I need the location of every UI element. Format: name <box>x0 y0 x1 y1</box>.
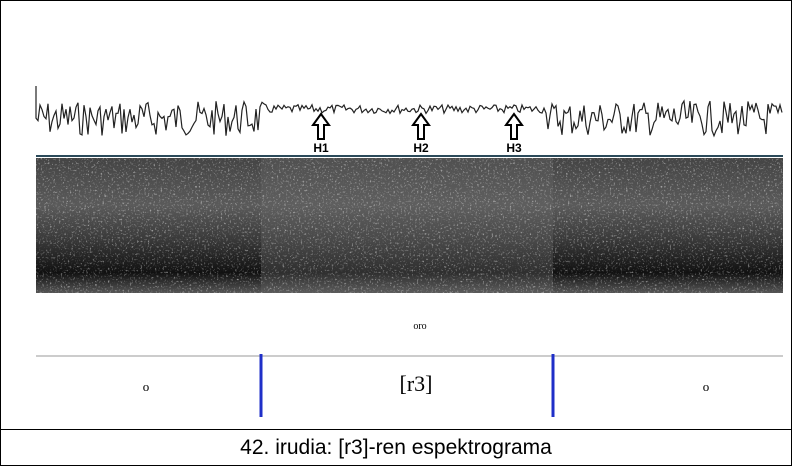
arrow-label: H3 <box>506 141 522 155</box>
caption: 42. irudia: [r3]-ren espektrograma <box>1 429 791 466</box>
arrow-label: H2 <box>413 141 429 155</box>
arrow <box>411 112 431 140</box>
waveform <box>35 86 783 138</box>
arrow-label: H1 <box>313 141 329 155</box>
spectrogram-noise <box>36 158 783 293</box>
segment-label: [r3] <box>400 371 433 396</box>
figure: H1 H2 H3 oro o [r3] o <box>35 86 783 417</box>
transcription: oro <box>413 321 426 332</box>
arrow <box>311 112 331 140</box>
segment-label: o <box>143 379 150 394</box>
arrow <box>504 112 524 140</box>
arrows: H1 H2 H3 <box>311 112 524 155</box>
segment-label: o <box>703 379 710 394</box>
